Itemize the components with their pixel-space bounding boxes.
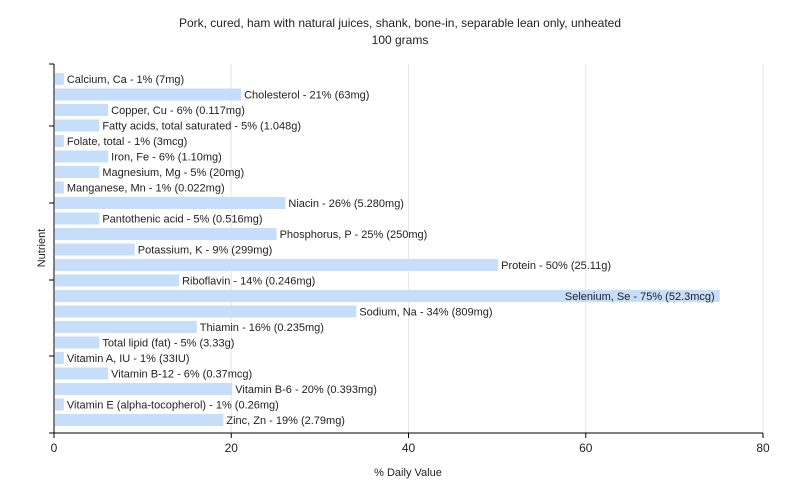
bar-label: Vitamin A, IU - 1% (33IU) <box>67 353 190 365</box>
bar <box>55 166 100 178</box>
bar-label: Total lipid (fat) - 5% (3.33g) <box>102 338 234 350</box>
bar-label: Protein - 50% (25.11g) <box>501 260 611 272</box>
bar-label: Niacin - 26% (5.280mg) <box>288 198 404 210</box>
x-tick-label: 20 <box>225 441 239 455</box>
x-tick-label: 0 <box>51 441 58 455</box>
bar <box>55 352 64 364</box>
bar-label: Iron, Fe - 6% (1.10mg) <box>111 152 222 164</box>
bar-label: Vitamin B-12 - 6% (0.37mcg) <box>111 369 252 381</box>
bar-label: Selenium, Se - 75% (52.3mcg) <box>565 291 715 303</box>
bar <box>55 119 100 132</box>
bar <box>55 414 224 426</box>
bar <box>55 135 64 147</box>
bar-labels: Calcium, Ca - 1% (7mg) Cholesterol - 21% … <box>67 74 715 427</box>
bar <box>55 321 197 333</box>
bar-label: Calcium, Ca - 1% (7mg) <box>67 74 184 86</box>
bar <box>55 104 109 116</box>
bar-label: Riboflavin - 14% (0.246mg) <box>182 276 315 288</box>
bar <box>55 197 286 209</box>
chart-subtitle: 100 grams <box>372 33 429 47</box>
bar-label: Vitamin E (alpha-tocopherol) - 1% (0.26m… <box>67 400 279 412</box>
bar-label: Magnesium, Mg - 5% (20mg) <box>102 167 244 179</box>
bar-label: Potassium, K - 9% (299mg) <box>138 245 273 257</box>
bar-label: Sodium, Na - 34% (809mg) <box>359 307 492 319</box>
bar <box>55 367 109 380</box>
bar-label: Fatty acids, total saturated - 5% (1.048… <box>102 121 301 133</box>
y-axis-label: Nutrient <box>36 229 48 268</box>
bar-label: Manganese, Mn - 1% (0.022mg) <box>67 183 225 195</box>
bar <box>55 88 242 101</box>
bar <box>55 150 109 163</box>
bar <box>55 243 135 256</box>
bar-label: Copper, Cu - 6% (0.117mg) <box>111 105 245 117</box>
bar <box>55 228 277 240</box>
gridlines <box>230 64 764 433</box>
axes <box>49 63 764 438</box>
x-axis-label: % Daily Value <box>374 467 442 479</box>
bar-label: Phosphorus, P - 25% (250mg) <box>280 229 428 241</box>
bar-label: Vitamin B-6 - 20% (0.393mg) <box>235 384 377 396</box>
bar-label: Pantothenic acid - 5% (0.516mg) <box>102 214 262 226</box>
x-tick-label: 40 <box>402 441 416 455</box>
x-tick-label: 60 <box>579 441 593 455</box>
bar-label: Thiamin - 16% (0.235mg) <box>200 322 324 334</box>
bar <box>55 305 357 318</box>
bar <box>55 336 100 349</box>
x-tick-labels: 0 20 40 60 80 <box>51 441 770 455</box>
bar <box>55 73 64 85</box>
bar <box>55 212 100 225</box>
bar-label: Cholesterol - 21% (63mg) <box>244 90 369 102</box>
bar-label: Zinc, Zn - 19% (2.79mg) <box>226 415 345 427</box>
bar <box>55 274 180 287</box>
bar <box>55 290 720 302</box>
bar <box>55 181 64 194</box>
x-tick-label: 80 <box>756 441 770 455</box>
bar <box>55 398 64 411</box>
bar-label: Folate, total - 1% (3mcg) <box>67 136 187 148</box>
bars <box>55 73 720 426</box>
bar <box>55 259 499 271</box>
bar <box>55 383 233 395</box>
chart-title: Pork, cured, ham with natural juices, sh… <box>179 16 621 30</box>
